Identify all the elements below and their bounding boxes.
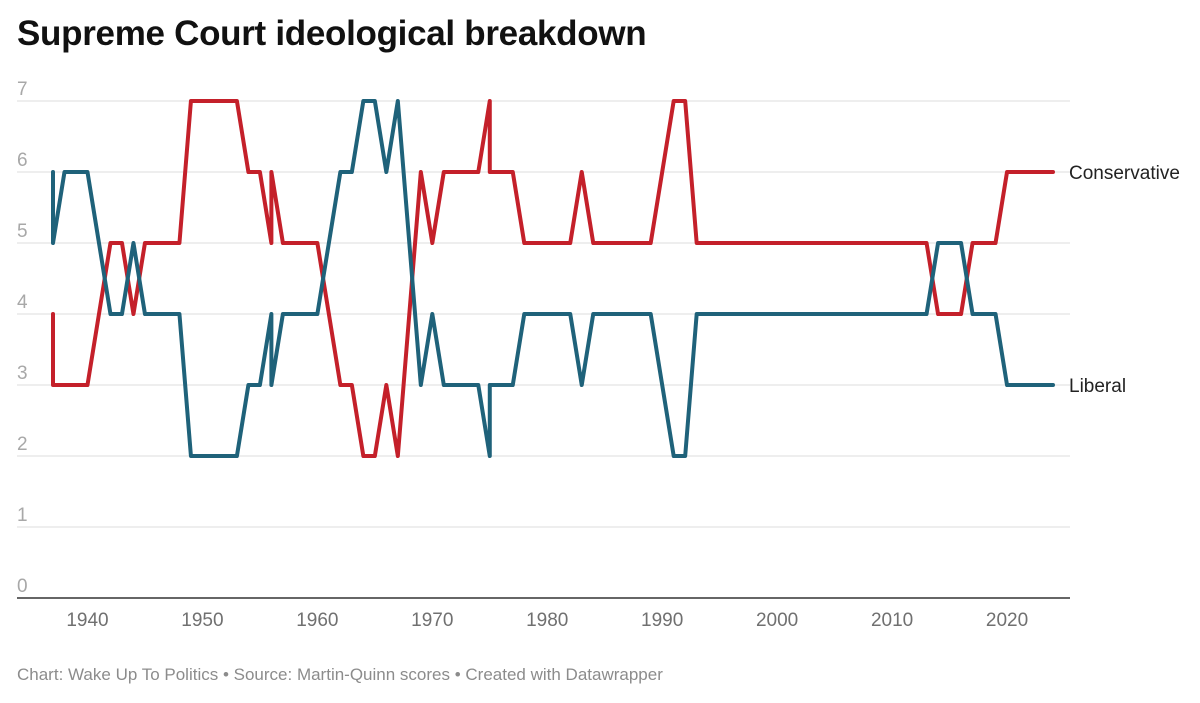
series-label-liberal: Liberal xyxy=(1069,376,1126,397)
series-lines xyxy=(51,99,1055,458)
x-tick-label: 1970 xyxy=(411,610,453,631)
y-tick-label: 2 xyxy=(17,434,28,455)
series-line-conservative xyxy=(51,99,1055,458)
x-tick-label: 1960 xyxy=(296,610,338,631)
y-tick-label: 3 xyxy=(17,363,28,384)
x-tick-label: 1990 xyxy=(641,610,683,631)
y-axis-ticks: 0 1 2 3 4 5 6 7 xyxy=(17,79,28,597)
x-tick-label: 2000 xyxy=(756,610,798,631)
series-line-liberal xyxy=(51,99,1055,458)
y-tick-label: 4 xyxy=(17,292,28,313)
x-tick-label: 2020 xyxy=(986,610,1028,631)
series-label-conservative: Conservative xyxy=(1069,163,1180,184)
x-tick-label: 1980 xyxy=(526,610,568,631)
y-tick-label: 7 xyxy=(17,79,28,100)
x-axis-ticks: 1940 1950 1960 1970 1980 1990 2000 2010 2020 xyxy=(66,610,1028,631)
y-tick-label: 1 xyxy=(17,505,28,526)
y-tick-label: 0 xyxy=(17,576,28,597)
series-labels: Conservative Liberal xyxy=(1069,163,1180,397)
chart-footer: Chart: Wake Up To Politics • Source: Mar… xyxy=(17,665,663,684)
x-tick-label: 2010 xyxy=(871,610,913,631)
x-tick-label: 1940 xyxy=(66,610,108,631)
y-tick-label: 5 xyxy=(17,221,28,242)
y-tick-label: 6 xyxy=(17,150,28,171)
x-tick-label: 1950 xyxy=(181,610,223,631)
chart-title: Supreme Court ideological breakdown xyxy=(17,14,647,53)
